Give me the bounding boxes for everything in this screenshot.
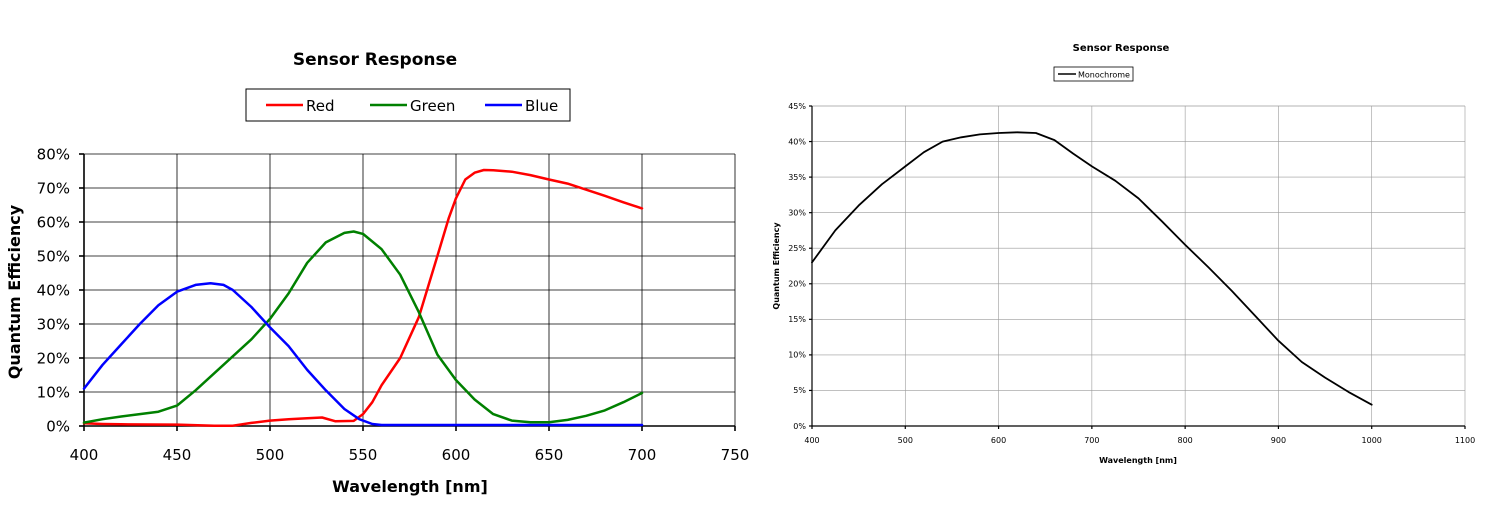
chart-left-tick-labels: 400 450 500 550 600 650 700 750 0% 10% 20% 30% 40% 50… xyxy=(37,145,750,464)
legend-label-red: Red xyxy=(306,97,335,115)
right-y-tick-label: 10% xyxy=(788,351,806,360)
chart-right-x-axis-label: Wavelength [nm] xyxy=(1099,456,1177,465)
chart-right-title: Sensor Response xyxy=(1073,43,1170,54)
right-y-tick-label: 30% xyxy=(788,208,806,217)
left-y-tick-label: 40% xyxy=(37,281,70,299)
left-x-tick-label: 550 xyxy=(349,446,378,464)
left-x-tick-label: 600 xyxy=(442,446,471,464)
left-y-tick-label: 60% xyxy=(37,213,70,231)
chart-right-legend-box xyxy=(1053,66,1134,82)
right-x-tick-label: 400 xyxy=(804,436,819,445)
right-series-line-monochrome xyxy=(811,131,1373,406)
left-x-tick-label: 400 xyxy=(70,446,99,464)
chart-right-series xyxy=(811,131,1373,406)
chart-right-y-axis-label: Quantum Efficiency xyxy=(772,222,781,310)
chart-left-y-axis-label: Quantum Efficiency xyxy=(5,204,24,379)
left-y-tick-label: 0% xyxy=(46,417,70,435)
right-y-tick-label: 20% xyxy=(788,280,806,289)
chart-right-legend: Monochrome xyxy=(1053,66,1134,82)
right-y-tick-label: 0% xyxy=(793,422,806,431)
right-y-tick-label: 40% xyxy=(788,137,806,146)
left-y-tick-label: 10% xyxy=(37,383,70,401)
chart-left-title: Sensor Response xyxy=(293,50,457,70)
chart-left-legend: Red Green Blue xyxy=(245,88,571,122)
left-series-line-red xyxy=(82,168,644,427)
legend-label-blue: Blue xyxy=(525,97,558,115)
left-x-tick-label: 500 xyxy=(256,446,285,464)
left-x-tick-label: 750 xyxy=(721,446,750,464)
left-y-tick-label: 50% xyxy=(37,247,70,265)
legend-label-monochrome: Monochrome xyxy=(1078,71,1130,80)
left-y-tick-label: 80% xyxy=(37,145,70,163)
right-x-tick-label: 500 xyxy=(898,436,913,445)
chart-left-series xyxy=(82,168,644,427)
left-y-tick-label: 30% xyxy=(37,315,70,333)
right-x-tick-label: 1100 xyxy=(1455,436,1475,445)
left-x-tick-label: 650 xyxy=(535,446,564,464)
chart-left: Sensor Response Red Green Blue 400 450 500… xyxy=(5,50,749,496)
right-y-tick-label: 5% xyxy=(793,386,806,395)
right-x-tick-label: 900 xyxy=(1271,436,1286,445)
right-y-tick-label: 15% xyxy=(788,315,806,324)
right-y-tick-label: 45% xyxy=(788,102,806,111)
chart-right-axes xyxy=(809,105,1466,429)
left-x-tick-label: 700 xyxy=(628,446,657,464)
left-x-tick-label: 450 xyxy=(163,446,192,464)
right-x-tick-label: 1000 xyxy=(1362,436,1382,445)
right-x-tick-label: 700 xyxy=(1084,436,1099,445)
chart-right-tick-labels: 400 500 600 700 800 900 1000 1100 0% 5% 10% 15% 20% 2… xyxy=(788,102,1475,445)
chart-right-grid xyxy=(812,105,1466,426)
left-series-line-blue xyxy=(82,281,644,427)
right-x-tick-label: 800 xyxy=(1178,436,1193,445)
right-x-tick-label: 600 xyxy=(991,436,1006,445)
left-series-line-green xyxy=(82,230,644,424)
right-y-tick-label: 35% xyxy=(788,173,806,182)
left-y-tick-label: 20% xyxy=(37,349,70,367)
chart-left-x-axis-label: Wavelength [nm] xyxy=(332,477,488,496)
left-y-tick-label: 70% xyxy=(37,179,70,197)
legend-label-green: Green xyxy=(410,97,455,115)
chart-right: Sensor Response Monochrome 400 500 600 700 8… xyxy=(772,43,1475,465)
right-y-tick-label: 25% xyxy=(788,244,806,253)
